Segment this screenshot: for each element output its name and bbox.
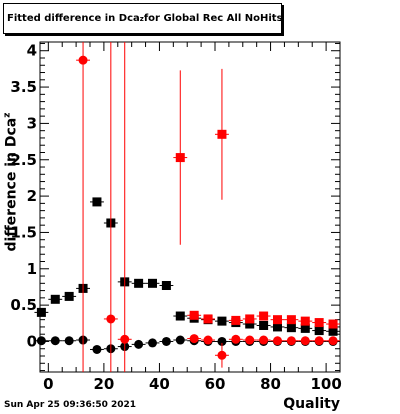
y-axis-label-text: difference in Dca [3,117,20,252]
data-point [328,326,338,336]
data-point [148,338,157,348]
x-tick-label: 20 [93,375,114,393]
data-point [120,334,130,344]
data-point [217,129,227,139]
chart-title-suffix: for Global Rec All NoHits [143,13,283,24]
data-point [245,319,255,329]
data-point [78,55,88,65]
data-point [286,315,296,325]
y-axis-label-subscript: z [2,112,13,118]
chart-title-text: Fitted difference in Dca [7,13,140,24]
data-point [286,336,296,346]
y-tick-label: 2.5 [10,151,37,169]
data-point [314,326,324,336]
data-point [314,336,324,346]
data-point [217,316,227,326]
y-tick-label: 4 [27,42,37,60]
y-tick-label: 3.5 [10,78,37,96]
data-point [134,278,144,288]
data-point [203,314,213,324]
data-point [259,311,269,321]
x-tick-label: 40 [149,375,170,393]
data-point [300,316,310,326]
y-tick-label: 0.5 [10,296,37,314]
data-point [64,336,74,346]
data-point [273,315,282,325]
x-tick-label: 60 [205,375,226,393]
data-point [92,344,102,354]
series-1 [173,68,340,329]
x-axis: 0 20 40 60 80 100 [43,42,342,393]
y-tick-label: 1.5 [10,223,37,241]
data-point [217,336,227,346]
x-tick-label: 100 [310,375,341,393]
data-point [175,153,185,163]
data-point [50,336,60,346]
data-point [245,314,255,324]
data-point [161,336,171,346]
chart-title-subscript: z [139,14,144,23]
data-point [36,307,46,317]
data-point [64,291,74,301]
x-tick-label: 0 [43,375,53,393]
data-point [134,339,144,349]
y-tick-label: 3 [27,114,37,132]
data-point [259,335,269,345]
data-point [273,322,282,332]
data-point [175,335,185,345]
data-point [36,336,46,346]
data-point [286,323,296,333]
data-point [328,319,338,329]
data-point [106,314,116,324]
y-tick-label: 0 [27,332,37,350]
data-point [189,334,199,344]
data-point [245,335,255,345]
data-point [259,320,269,330]
y-tick-label: 1 [27,260,37,278]
chart-title: Fitted difference in Dca z for Global Rec… [3,3,283,34]
data-point [217,350,227,360]
data-point [148,278,157,288]
y-axis: 0 0.5 1 1.5 2 2.5 3 3.5 4 [10,42,340,372]
y-tick-label: 2 [27,187,37,205]
data-point [231,334,241,344]
data-point [328,336,338,346]
x-tick-label: 80 [260,375,281,393]
series-0 [34,197,340,336]
y-axis-label: difference in Dcaz [3,113,20,252]
series-3 [76,42,340,372]
data-point [175,311,185,321]
data-point [314,318,324,328]
data-point [300,323,310,333]
data-point [161,281,171,291]
data-point [189,310,199,320]
data-point [92,197,102,207]
data-point [231,315,241,325]
data-series [34,42,340,372]
footer-date: Sun Apr 25 09:36:50 2021 [4,400,137,410]
plot-frame [39,41,341,373]
data-point [273,336,282,346]
data-point [300,336,310,346]
data-point [203,335,213,345]
data-point [50,294,60,304]
x-axis-label: Quality [283,396,340,412]
